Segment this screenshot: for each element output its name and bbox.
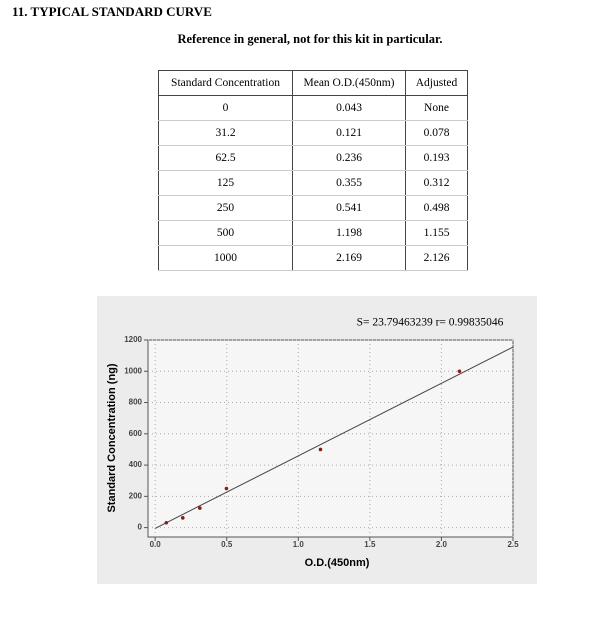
plot-area (147, 339, 514, 538)
x-tick-label: 1.0 (293, 540, 305, 549)
heading: 11. TYPICAL STANDARD CURVE (12, 4, 212, 19)
table-cell: 0.193 (405, 145, 468, 171)
y-tick-label: 400 (129, 460, 143, 469)
annotation: S= 23.79463239 r= 0.99835046 (357, 317, 504, 329)
table-row: 1000 2.169 2.126 (158, 245, 468, 271)
table-row: 250 0.541 0.498 (158, 195, 468, 221)
table-row: 0 0.043 None (158, 95, 468, 121)
standard-table: Standard Concentration Mean O.D.(450nm) Ad… (158, 70, 468, 271)
x-tick-label: 2.0 (436, 540, 448, 549)
subtitle: Reference in general, not for this kit i… (177, 32, 443, 46)
y-tick-label: 800 (129, 398, 143, 407)
x-tick-label: 0.0 (150, 540, 162, 549)
table-cell: None (405, 95, 468, 121)
y-axis-label: Standard Concentration (ng) (106, 363, 118, 512)
table-row: 62.5 0.236 0.193 (158, 145, 468, 171)
table-cell: 0.043 (292, 95, 406, 121)
table-cell: 0.078 (405, 120, 468, 146)
y-tick-label: 0 (138, 523, 143, 532)
y-tick-label: 600 (129, 429, 143, 438)
table-cell: 0.541 (292, 195, 406, 221)
table-cell: Standard Concentration (158, 70, 293, 96)
table-cell: 1.198 (292, 220, 406, 246)
table-cell: 0.498 (405, 195, 468, 221)
data-point (224, 486, 229, 491)
x-tick-label: 1.5 (364, 540, 376, 549)
x-axis-label: O.D.(450nm) (305, 557, 370, 569)
data-point (318, 447, 323, 452)
y-tick-label: 1000 (124, 366, 142, 375)
table-cell: 0.355 (292, 170, 406, 196)
table-cell: 2.169 (292, 245, 406, 271)
table-cell: 0.312 (405, 170, 468, 196)
data-point (457, 369, 462, 374)
table-cell: 0 (158, 95, 293, 121)
data-point (180, 516, 185, 520)
y-tick-label: 1200 (124, 335, 142, 344)
table-row: 500 1.198 1.155 (158, 220, 468, 246)
y-tick-label: 200 (129, 491, 143, 500)
x-tick-label: 2.5 (507, 540, 519, 549)
table-cell: 0.236 (292, 145, 406, 171)
fit-line (154, 346, 514, 529)
table-cell: 62.5 (158, 145, 293, 171)
x-tick-label: 0.5 (221, 540, 233, 549)
table-cell: 1.155 (405, 220, 468, 246)
data-point (198, 506, 202, 510)
table-cell: Adjusted (405, 70, 468, 96)
data-point (164, 520, 169, 525)
table-row: 125 0.355 0.312 (158, 170, 468, 196)
table-cell: 2.126 (405, 245, 468, 271)
table-cell: 1000 (158, 245, 293, 271)
